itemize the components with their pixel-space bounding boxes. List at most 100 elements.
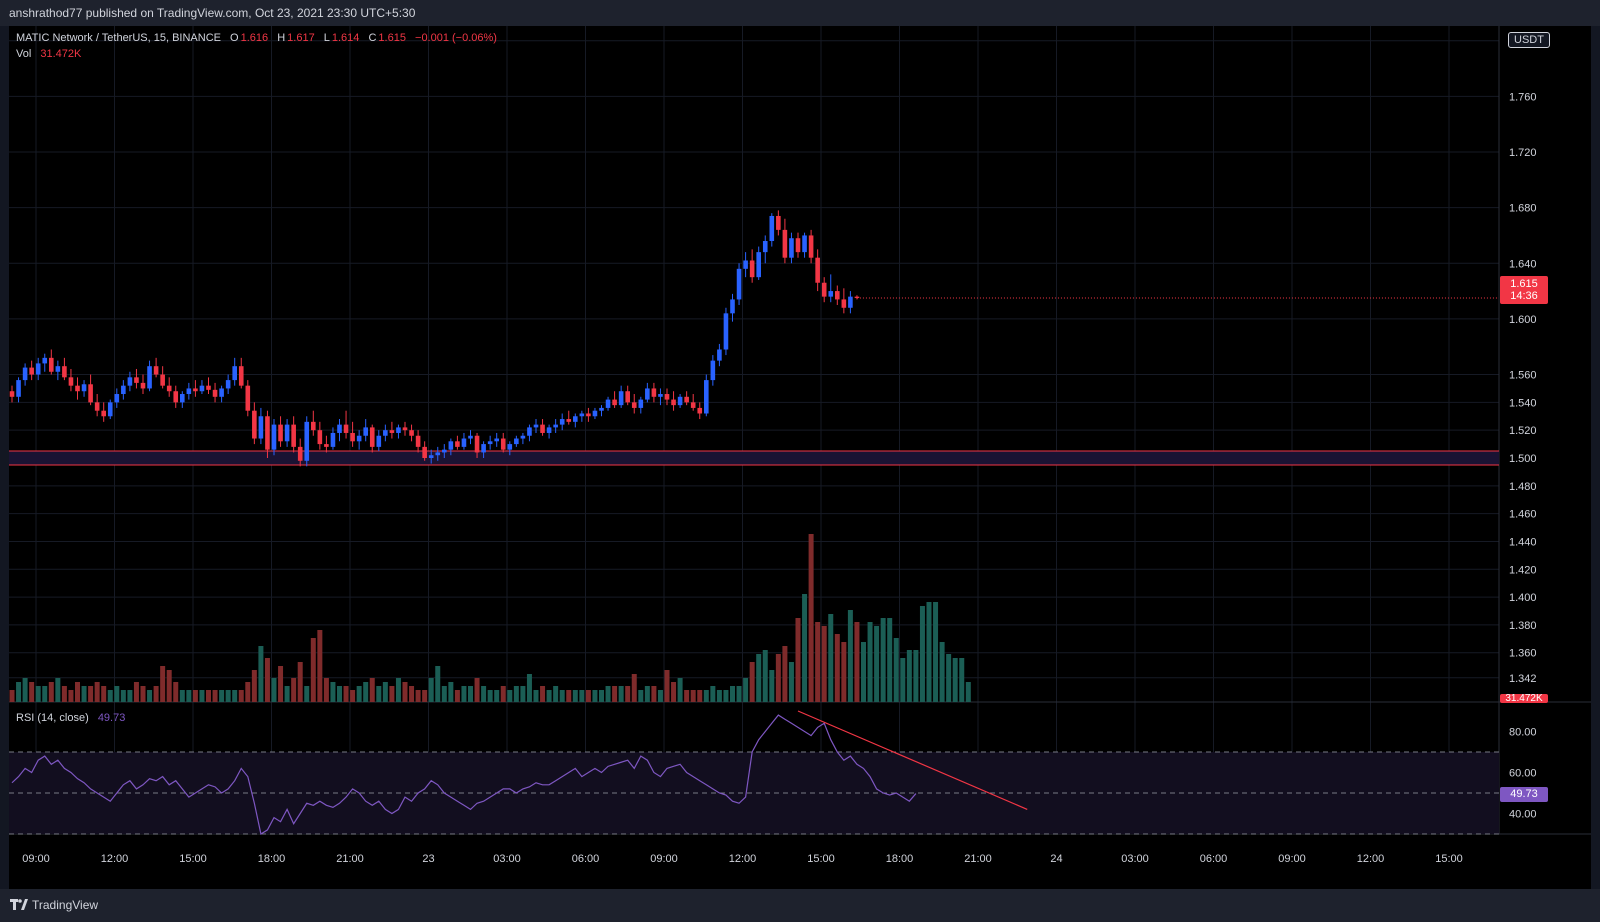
candle-body[interactable]	[677, 396, 683, 406]
candle-body[interactable]	[821, 282, 827, 297]
candle-body[interactable]	[841, 299, 847, 308]
candle-body[interactable]	[815, 257, 820, 283]
candle-body[interactable]	[369, 427, 375, 447]
candle-body[interactable]	[455, 441, 460, 447]
candle-body[interactable]	[160, 374, 165, 386]
candle-body[interactable]	[631, 402, 637, 408]
candle-body[interactable]	[507, 444, 513, 450]
candle-body[interactable]	[140, 382, 146, 389]
candle-body[interactable]	[435, 452, 441, 456]
candle-body[interactable]	[645, 388, 650, 400]
candle-body[interactable]	[409, 430, 414, 436]
candle-body[interactable]	[769, 215, 775, 242]
candle-body[interactable]	[212, 389, 218, 397]
candle-body[interactable]	[396, 427, 401, 433]
candle-body[interactable]	[193, 388, 198, 392]
candle-body[interactable]	[533, 424, 539, 428]
candle-body[interactable]	[559, 419, 565, 425]
rsi-line[interactable]	[11, 714, 917, 835]
candle-body[interactable]	[284, 424, 290, 442]
rsi-trendline[interactable]	[797, 710, 1028, 810]
candle-body[interactable]	[540, 424, 545, 433]
candle-body[interactable]	[62, 366, 67, 378]
candle-body[interactable]	[55, 366, 61, 372]
currency-unit-button[interactable]: USDT	[1508, 32, 1550, 48]
candle-body[interactable]	[736, 268, 742, 300]
candle-body[interactable]	[317, 430, 323, 445]
candle-body[interactable]	[514, 438, 519, 445]
chart-canvas[interactable]: 1.8001.7601.7201.6801.6401.6001.5601.540…	[9, 26, 1591, 889]
candle-body[interactable]	[94, 402, 100, 411]
candle-body[interactable]	[704, 380, 709, 414]
candle-body[interactable]	[389, 430, 395, 433]
support-zone[interactable]	[9, 451, 1499, 465]
candle-body[interactable]	[121, 385, 126, 395]
candle-body[interactable]	[723, 313, 729, 350]
candle-body[interactable]	[291, 424, 296, 447]
candle-body[interactable]	[546, 427, 552, 433]
candle-body[interactable]	[337, 424, 342, 433]
candle-body[interactable]	[835, 291, 840, 300]
candle-body[interactable]	[29, 367, 34, 375]
candle-body[interactable]	[697, 407, 703, 414]
candle-body[interactable]	[219, 388, 224, 397]
symbol-label[interactable]: MATIC Network / TetherUS, 15, BINANCE	[16, 32, 221, 44]
candle-body[interactable]	[278, 424, 283, 442]
candle-body[interactable]	[363, 427, 368, 436]
volume-label[interactable]: Vol	[16, 48, 32, 60]
candle-body[interactable]	[343, 424, 349, 433]
candle-body[interactable]	[376, 435, 382, 447]
candle-body[interactable]	[618, 391, 624, 406]
candle-body[interactable]	[252, 410, 257, 439]
candle-body[interactable]	[573, 416, 578, 422]
candle-body[interactable]	[579, 413, 585, 417]
candle-body[interactable]	[671, 399, 676, 406]
candle-body[interactable]	[717, 349, 722, 361]
candle-body[interactable]	[808, 235, 814, 258]
candle-body[interactable]	[684, 396, 689, 403]
candle-body[interactable]	[206, 385, 211, 390]
candle-body[interactable]	[494, 438, 499, 442]
candle-body[interactable]	[638, 399, 644, 408]
candle-body[interactable]	[153, 366, 159, 375]
candle-body[interactable]	[127, 377, 133, 386]
candle-body[interactable]	[238, 366, 244, 386]
candle-body[interactable]	[625, 391, 630, 403]
candle-body[interactable]	[35, 363, 41, 375]
candle-body[interactable]	[690, 402, 696, 408]
candle-body[interactable]	[81, 384, 87, 392]
candle-body[interactable]	[383, 430, 388, 436]
candle-body[interactable]	[658, 394, 663, 397]
rsi-label[interactable]: RSI (14, close)	[16, 712, 89, 724]
candle-body[interactable]	[586, 413, 591, 417]
candle-body[interactable]	[304, 421, 310, 461]
candle-body[interactable]	[599, 407, 604, 411]
candle-body[interactable]	[848, 296, 853, 308]
candle-body[interactable]	[553, 424, 558, 428]
candle-body[interactable]	[795, 238, 801, 253]
candle-body[interactable]	[311, 421, 316, 431]
candle-body[interactable]	[756, 252, 761, 278]
candle-body[interactable]	[265, 416, 270, 450]
candle-body[interactable]	[527, 427, 532, 436]
candle-body[interactable]	[461, 438, 467, 447]
candle-body[interactable]	[186, 388, 192, 395]
candle-body[interactable]	[166, 385, 172, 392]
candle-body[interactable]	[107, 402, 113, 417]
candle-body[interactable]	[173, 391, 179, 403]
candle-body[interactable]	[520, 435, 526, 439]
candle-body[interactable]	[147, 366, 152, 389]
candle-body[interactable]	[481, 444, 486, 453]
candle-body[interactable]	[9, 391, 15, 397]
candle-body[interactable]	[500, 438, 506, 450]
candle-body[interactable]	[356, 435, 362, 442]
candle-body[interactable]	[225, 380, 231, 389]
candle-body[interactable]	[297, 446, 303, 461]
candle-body[interactable]	[75, 385, 80, 392]
candle-body[interactable]	[664, 394, 670, 400]
candle-body[interactable]	[442, 449, 447, 453]
tradingview-logo[interactable]: TradingView	[10, 898, 98, 912]
candle-body[interactable]	[762, 241, 768, 253]
candle-body[interactable]	[749, 260, 755, 278]
candle-body[interactable]	[789, 238, 794, 258]
